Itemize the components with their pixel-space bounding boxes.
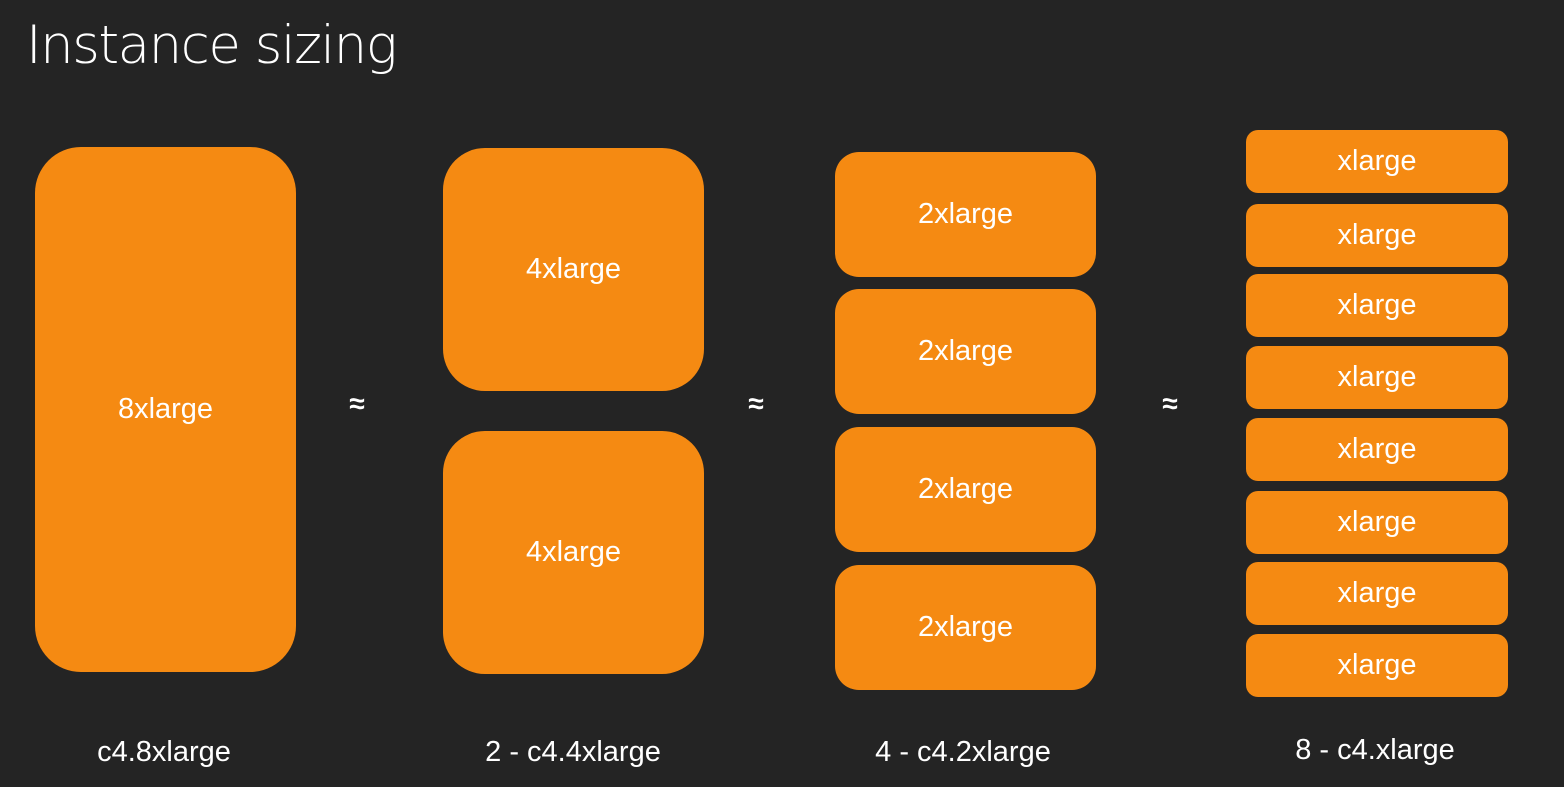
instance-box-2xlarge: 2xlarge: [835, 565, 1096, 690]
instance-box-4xlarge: 4xlarge: [443, 148, 704, 391]
group-caption-c4-2xlarge: 4 - c4.2xlarge: [875, 736, 1051, 768]
instance-box-xlarge: xlarge: [1246, 562, 1508, 625]
group-caption-c4-8xlarge: c4.8xlarge: [97, 736, 231, 768]
instance-box-8xlarge: 8xlarge: [35, 147, 296, 672]
instance-box-2xlarge: 2xlarge: [835, 427, 1096, 552]
approx-symbol-1: ≈: [349, 388, 365, 419]
instance-box-4xlarge: 4xlarge: [443, 431, 704, 674]
instance-box-xlarge: xlarge: [1246, 634, 1508, 697]
instance-box-xlarge: xlarge: [1246, 491, 1508, 554]
instance-box-xlarge: xlarge: [1246, 418, 1508, 481]
instance-box-xlarge: xlarge: [1246, 130, 1508, 193]
instance-box-xlarge: xlarge: [1246, 204, 1508, 267]
group-caption-c4-xlarge: 8 - c4.xlarge: [1295, 734, 1455, 766]
approx-symbol-2: ≈: [748, 388, 764, 419]
instance-box-2xlarge: 2xlarge: [835, 152, 1096, 277]
instance-box-xlarge: xlarge: [1246, 274, 1508, 337]
approx-symbol-3: ≈: [1162, 388, 1178, 419]
group-caption-c4-4xlarge: 2 - c4.4xlarge: [485, 736, 661, 768]
instance-box-xlarge: xlarge: [1246, 346, 1508, 409]
page-title: Instance sizing: [26, 15, 398, 76]
instance-box-2xlarge: 2xlarge: [835, 289, 1096, 414]
